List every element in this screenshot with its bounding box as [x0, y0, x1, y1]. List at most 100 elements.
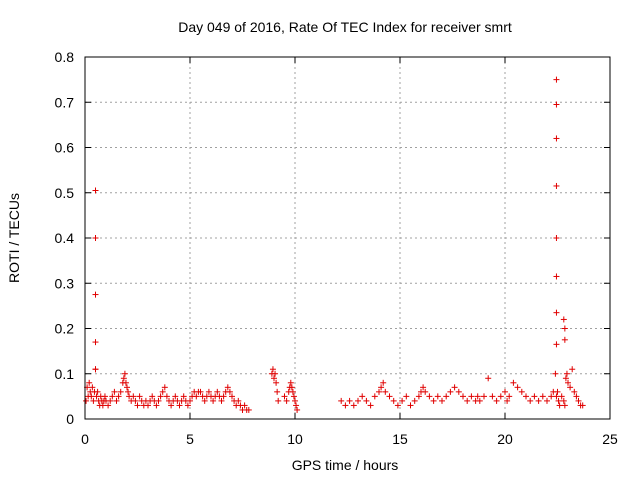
data-point: [399, 397, 406, 404]
data-point: [168, 402, 175, 409]
data-point: [554, 388, 561, 395]
data-point: [134, 402, 141, 409]
data-point: [571, 388, 578, 395]
data-point: [420, 384, 427, 391]
data-point: [117, 388, 124, 395]
data-point: [193, 393, 200, 400]
data-point: [363, 397, 370, 404]
data-point: [92, 235, 99, 241]
data-point: [531, 393, 538, 400]
data-point: [350, 402, 357, 409]
data-point: [86, 379, 93, 386]
y-tick-label: 0.1: [55, 366, 75, 382]
data-point: [367, 402, 374, 409]
data-point: [560, 397, 567, 404]
data-point: [455, 388, 462, 395]
data-point: [539, 393, 546, 400]
data-point: [149, 393, 156, 400]
data-point: [153, 402, 160, 409]
data-point: [99, 402, 106, 409]
data-point: [184, 402, 191, 409]
data-point: [281, 393, 288, 400]
data-point: [415, 393, 422, 400]
data-point: [380, 379, 387, 386]
y-tick-labels: 0 0.1 0.2 0.3 0.4 0.5 0.6 0.7 0.8: [55, 49, 75, 427]
data-point: [172, 393, 179, 400]
data-point: [548, 393, 555, 400]
grid: [85, 57, 610, 419]
data-point: [535, 397, 542, 404]
data-point: [468, 393, 475, 400]
data-point: [558, 393, 565, 400]
data-point: [105, 402, 112, 409]
data-point: [474, 393, 481, 400]
data-point: [92, 366, 99, 373]
data-point: [518, 388, 525, 395]
data-point: [210, 397, 217, 404]
data-point: [272, 370, 279, 377]
data-point: [274, 388, 281, 395]
data-point: [481, 393, 487, 400]
data-point: [205, 388, 212, 395]
y-axis-label: ROTI / TECUs: [6, 193, 22, 283]
data-point: [294, 406, 301, 413]
data-point: [273, 379, 280, 386]
data-point: [371, 393, 378, 400]
data-point: [426, 393, 433, 400]
y-tick-label: 0.2: [55, 321, 75, 337]
data-point: [476, 397, 483, 404]
data-point: [447, 388, 454, 395]
data-point: [293, 402, 300, 409]
data-point: [376, 388, 382, 395]
data-point: [553, 182, 560, 189]
data-point: [390, 397, 397, 404]
data-point: [161, 384, 168, 391]
data-point: [527, 397, 534, 404]
x-tick-label: 20: [497, 431, 513, 447]
data-point: [439, 397, 445, 404]
data-point: [224, 384, 231, 391]
y-tick-label: 0.8: [55, 49, 75, 65]
data-point: [130, 393, 137, 400]
data-point: [422, 388, 429, 395]
data-point: [107, 397, 114, 404]
data-point: [523, 393, 529, 400]
x-tick-label: 10: [287, 431, 303, 447]
data-point: [561, 336, 568, 343]
data-point: [229, 393, 235, 400]
data-point: [579, 402, 586, 409]
data-point: [113, 397, 120, 404]
data-point: [338, 397, 345, 404]
data-point: [275, 397, 282, 404]
data-point: [561, 325, 568, 332]
data-point: [283, 397, 290, 404]
data-point: [504, 397, 511, 404]
data-point: [485, 375, 492, 382]
data-point: [552, 370, 559, 377]
data-point: [411, 397, 418, 404]
x-tick-label: 15: [392, 431, 408, 447]
data-point: [510, 379, 517, 386]
data-point: [92, 339, 99, 346]
data-point: [132, 397, 139, 404]
y-tick-label: 0.6: [55, 140, 75, 156]
data-point: [560, 316, 567, 323]
data-point: [157, 393, 164, 400]
data-point: [346, 397, 353, 404]
data-point: [493, 397, 500, 404]
data-point: [290, 393, 297, 400]
data-point: [214, 388, 221, 395]
data-point: [245, 406, 252, 413]
data-point: [544, 397, 550, 404]
y-tick-label: 0.7: [55, 94, 75, 110]
data-point: [553, 273, 560, 280]
x-tick-label: 5: [186, 431, 194, 447]
data-point: [235, 397, 242, 404]
data-point: [386, 393, 393, 400]
data-point: [159, 388, 166, 395]
data-point: [269, 366, 276, 373]
data-point: [394, 402, 401, 409]
data-point: [514, 384, 521, 391]
data-point: [121, 370, 128, 377]
